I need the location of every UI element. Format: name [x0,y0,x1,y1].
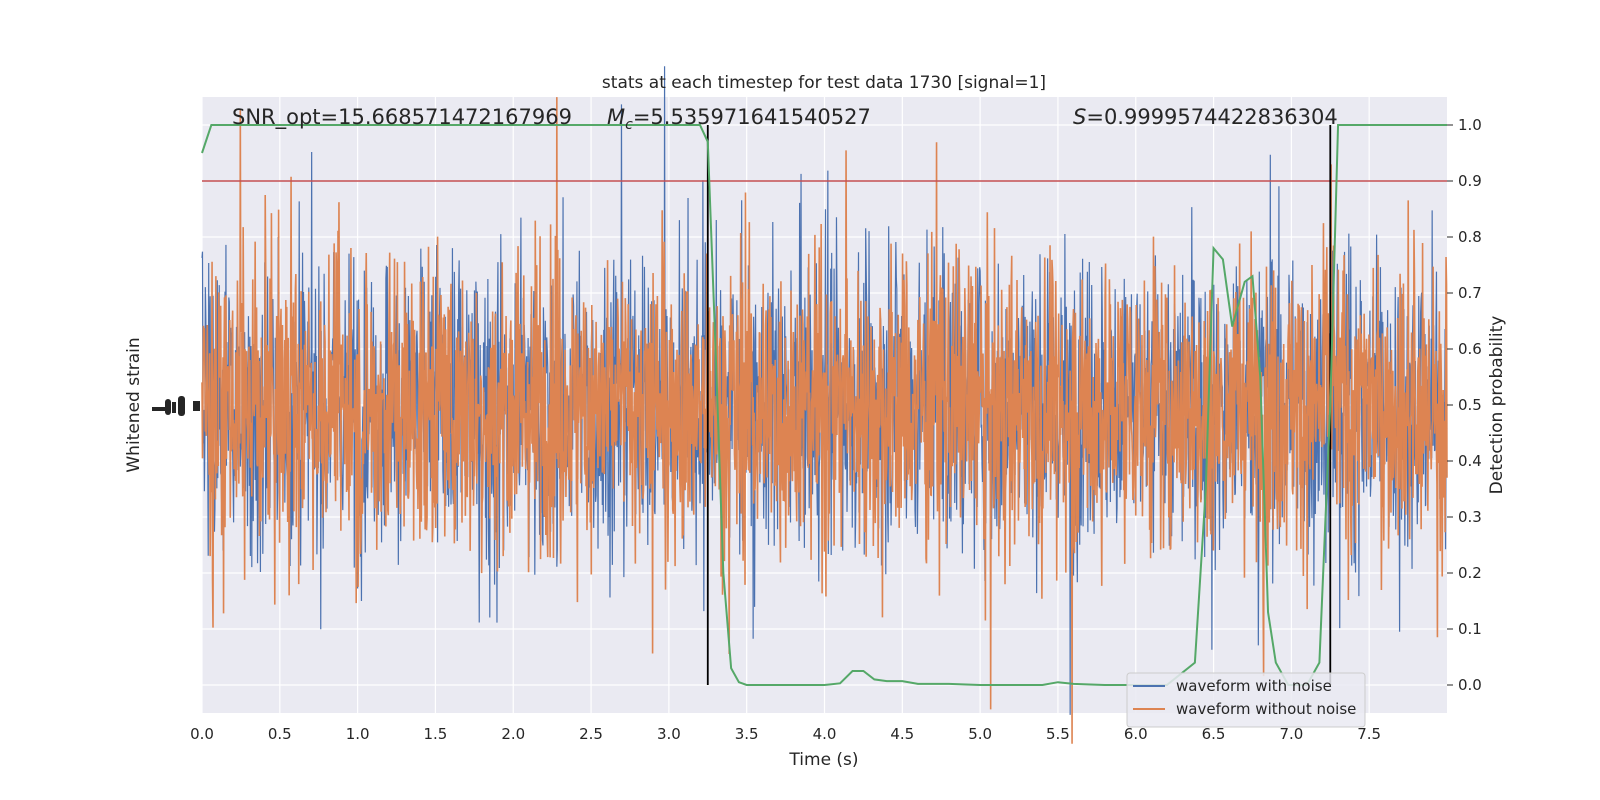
x-tick-label: 4.5 [890,725,914,743]
y-right-tick-label: 0.2 [1458,564,1482,582]
y-right-tick-label: 0.8 [1458,228,1482,246]
y-axis-label-left: Whitened strain [124,337,144,472]
x-tick-label: 6.5 [1202,725,1226,743]
y-right-tick-label: 0.0 [1458,676,1482,694]
y-right-tick-label: 0.1 [1458,620,1482,638]
x-axis-label: Time (s) [788,750,858,770]
left-tick-glyph [193,401,200,411]
x-tick-label: 1.0 [346,725,370,743]
x-tick-label: 7.0 [1279,725,1303,743]
y-right-tick-label: 0.5 [1458,396,1482,414]
x-tick-label: 1.5 [424,725,448,743]
left-tick-glyphs [152,396,200,416]
left-tick-glyph [178,396,185,416]
y-right-tick-label: 1.0 [1458,116,1482,134]
y-right-tick-label: 0.4 [1458,452,1482,470]
left-tick-glyph [152,407,166,411]
x-tick-label: 6.0 [1124,725,1148,743]
x-tick-label: 2.0 [501,725,525,743]
x-tick-label: 3.0 [657,725,681,743]
x-tick-label: 4.0 [813,725,837,743]
x-tick-label: 0.5 [268,725,292,743]
strain-clean-series [201,97,1448,744]
y-right-tick-label: 0.6 [1458,340,1482,358]
left-tick-glyph [165,399,171,415]
y-right-tick-label: 0.9 [1458,172,1482,190]
x-tick-label: 5.5 [1046,725,1070,743]
x-tick-label: 2.5 [579,725,603,743]
left-tick-glyph [172,402,176,413]
y-axis-label-right: Detection probability [1487,316,1507,495]
y-right-tick-labels: 0.0 0.1 0.2 0.3 0.4 0.5 0.6 0.7 0.8 0.9 1.0 [1447,116,1482,694]
legend-label-clean: waveform without noise [1176,700,1356,718]
legend-box [1126,672,1366,728]
strain-clean-line [201,97,1448,744]
snr-annotation: SNR_opt=15.668571472167969 [232,105,572,130]
score-annotation: S=0.9999574422836304 [1073,105,1338,129]
chirp-mass-annotation: Mc=5.535971641540527 [607,105,871,133]
x-tick-labels: 0.0 0.5 1.0 1.5 2.0 2.5 3.0 3.5 4.0 4.5 5.0 5.5 6.0 6… [190,725,1381,743]
x-tick-label: 7.5 [1357,725,1381,743]
y-right-tick-label: 0.3 [1458,508,1482,526]
detection-probability-line [201,124,1447,686]
legend: waveform with noise waveform without noi… [1126,672,1366,728]
x-tick-label: 3.5 [735,725,759,743]
x-tick-label: 0.0 [190,725,214,743]
detection-probability-layer [201,124,1447,686]
legend-label-noise: waveform with noise [1176,677,1332,695]
x-tick-label: 5.0 [968,725,992,743]
chart-title: stats at each timestep for test data 173… [602,73,1046,93]
y-right-tick-label: 0.7 [1458,284,1482,302]
